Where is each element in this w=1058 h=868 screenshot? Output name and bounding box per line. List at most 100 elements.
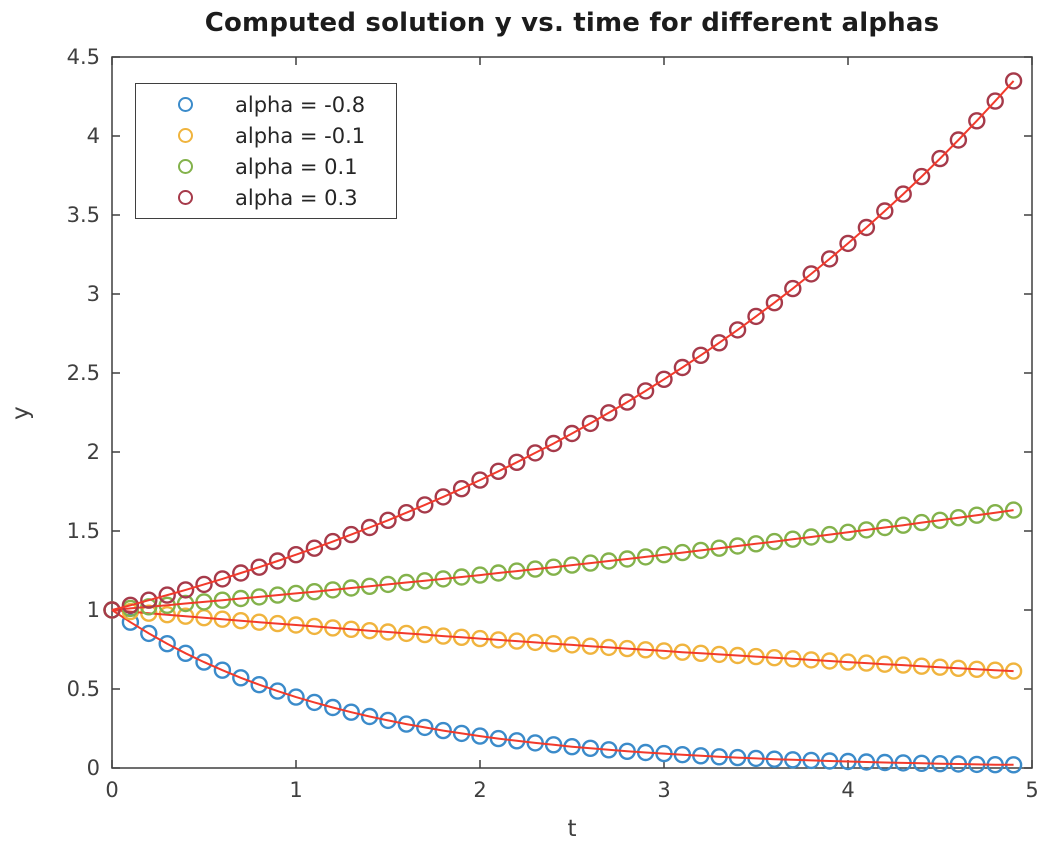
y-tick-label: 4: [87, 124, 100, 148]
data-marker: [305, 693, 324, 712]
data-marker: [452, 480, 471, 498]
series-0.3: [103, 72, 1023, 619]
data-marker: [1004, 501, 1023, 519]
data-marker: [471, 727, 489, 745]
data-marker: [544, 434, 563, 453]
legend-item: alpha = 0.3: [136, 182, 396, 213]
legend-label: alpha = -0.1: [235, 123, 366, 148]
data-marker: [360, 518, 379, 537]
legend-marker-circle-icon: [178, 159, 193, 174]
data-marker: [232, 669, 250, 687]
x-tick-label: 2: [473, 778, 486, 802]
data-marker: [176, 644, 195, 662]
data-marker: [158, 635, 176, 653]
data-marker: [452, 724, 471, 743]
legend-marker-circle-icon: [178, 190, 193, 205]
data-marker: [360, 707, 379, 726]
legend-label: alpha = 0.1: [235, 154, 358, 179]
data-marker: [250, 558, 268, 576]
data-marker: [397, 504, 416, 522]
data-marker: [968, 506, 986, 524]
x-axis-label: t: [567, 816, 577, 842]
data-marker: [655, 370, 673, 388]
data-marker: [305, 539, 324, 557]
data-marker: [692, 346, 710, 364]
legend-label: alpha = 0.3: [235, 185, 358, 210]
data-marker: [324, 698, 342, 717]
data-marker: [802, 265, 820, 283]
x-tick-label: 3: [657, 778, 670, 802]
x-tick-label: 4: [841, 778, 854, 802]
data-marker: [379, 511, 397, 529]
data-marker: [434, 488, 452, 506]
data-marker: [563, 424, 581, 443]
data-marker: [949, 509, 968, 527]
data-marker: [820, 250, 839, 268]
data-marker: [268, 682, 287, 700]
y-tick-label: 0: [87, 756, 100, 780]
data-marker: [397, 715, 416, 733]
data-marker: [857, 218, 876, 237]
data-marker: [213, 661, 232, 679]
data-marker: [250, 676, 268, 694]
y-tick-label: 1.5: [67, 519, 100, 543]
data-marker: [213, 570, 232, 588]
data-marker: [342, 525, 360, 544]
data-marker: [434, 721, 452, 740]
data-marker: [673, 358, 692, 377]
legend-item: alpha = -0.8: [136, 89, 396, 120]
data-marker: [324, 532, 342, 551]
x-tick-label: 0: [105, 778, 118, 802]
exact-solution-line: [111, 509, 1014, 611]
data-marker: [710, 334, 728, 352]
legend-item: alpha = -0.1: [136, 120, 396, 151]
y-tick-label: 0.5: [67, 677, 100, 701]
data-marker: [471, 471, 489, 489]
data-marker: [968, 112, 986, 130]
data-marker: [986, 504, 1004, 522]
data-marker: [1004, 72, 1023, 90]
data-marker: [912, 167, 931, 186]
data-marker: [784, 279, 802, 298]
legend-label: alpha = -0.8: [235, 92, 366, 117]
data-marker: [195, 575, 213, 594]
data-marker: [636, 382, 655, 400]
data-marker: [176, 581, 195, 599]
data-marker: [195, 653, 213, 671]
data-marker: [232, 564, 250, 582]
data-marker: [949, 131, 968, 149]
data-marker: [508, 453, 526, 471]
y-tick-label: 3.5: [67, 203, 100, 227]
data-marker: [158, 586, 176, 604]
y-tick-label: 4.5: [67, 45, 100, 69]
series-0.1: [103, 501, 1023, 619]
data-marker: [581, 414, 600, 433]
data-marker: [140, 624, 158, 643]
data-marker: [765, 294, 784, 312]
chart-title: Computed solution y vs. time for differe…: [204, 8, 940, 38]
data-marker: [489, 462, 508, 480]
data-marker: [121, 596, 140, 614]
data-marker: [876, 202, 894, 220]
data-marker: [287, 546, 305, 564]
exact-solution-line: [111, 609, 1014, 673]
data-marker: [728, 321, 747, 339]
x-tick-label: 5: [1025, 778, 1038, 802]
data-marker: [600, 404, 618, 422]
y-tick-label: 2.5: [67, 361, 100, 385]
data-marker: [379, 711, 397, 730]
data-marker: [416, 718, 434, 737]
data-marker: [287, 688, 305, 706]
data-marker: [931, 149, 949, 168]
data-marker: [986, 92, 1004, 110]
exact-solution-line: [111, 80, 1015, 611]
legend-marker-circle-icon: [178, 97, 193, 112]
data-marker: [526, 444, 544, 462]
x-tick-label: 1: [289, 778, 302, 802]
data-marker: [268, 552, 287, 570]
axes-box: [111, 56, 1033, 769]
legend: alpha = -0.8 alpha = -0.1 alpha = 0.1 alpha…: [135, 83, 397, 219]
data-marker: [894, 185, 912, 203]
data-marker: [342, 703, 360, 721]
